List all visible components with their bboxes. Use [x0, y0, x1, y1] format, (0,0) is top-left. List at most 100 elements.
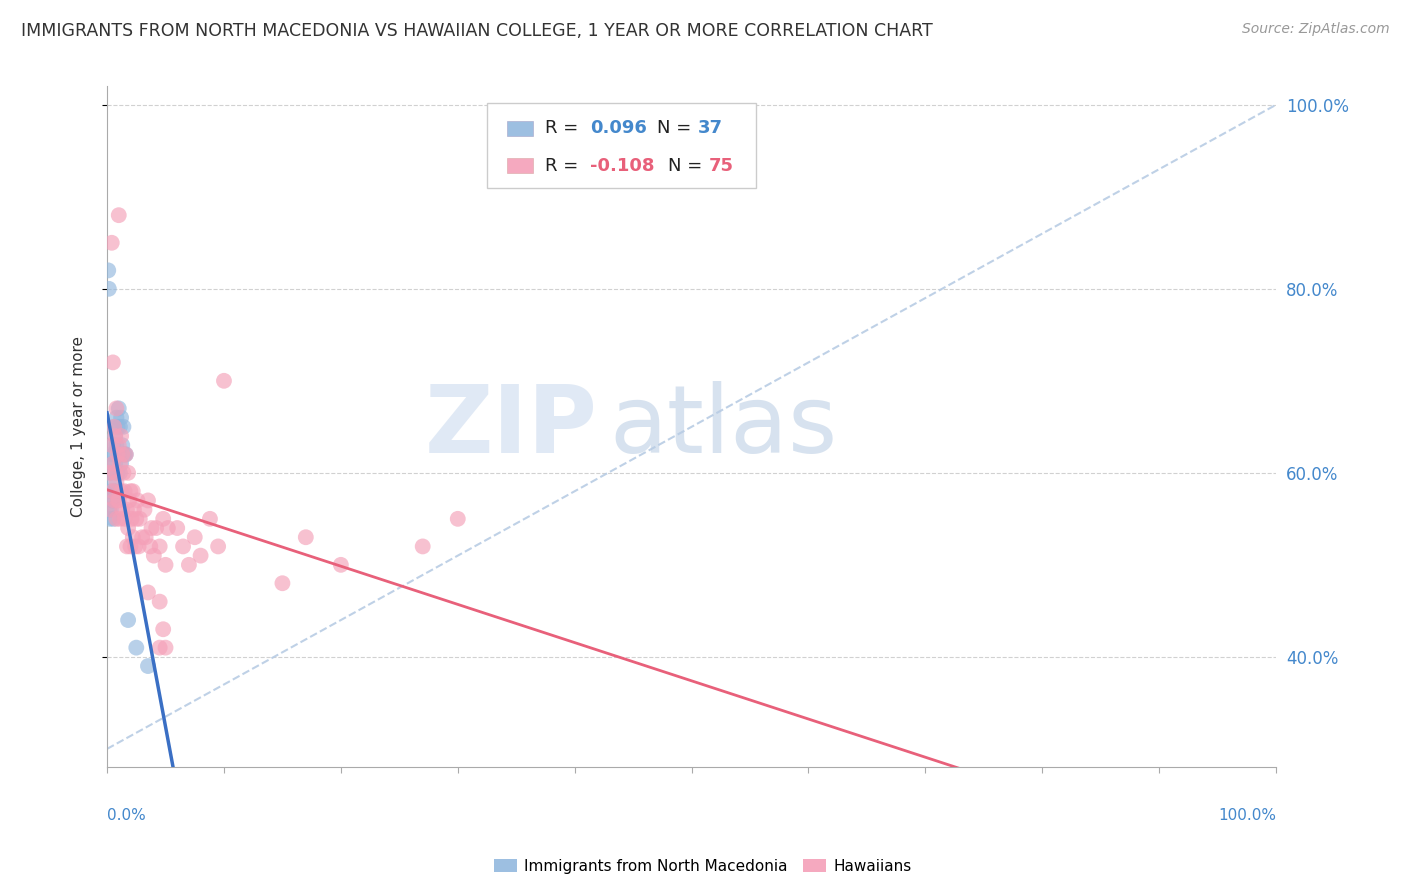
Point — [198, 512, 221, 526]
Point — [128, 512, 150, 526]
Point — [114, 447, 136, 461]
Point — [114, 484, 136, 499]
Text: N =: N = — [657, 120, 696, 137]
Point — [117, 466, 139, 480]
Point — [98, 512, 121, 526]
Text: 0.0%: 0.0% — [107, 808, 146, 823]
Point — [141, 521, 163, 535]
Point — [131, 530, 153, 544]
FancyBboxPatch shape — [486, 103, 756, 188]
Point — [104, 466, 127, 480]
Point — [125, 512, 148, 526]
Point — [101, 438, 124, 452]
Point — [114, 447, 136, 461]
Point — [107, 419, 129, 434]
Point — [100, 438, 122, 452]
Point — [166, 521, 188, 535]
Text: IMMIGRANTS FROM NORTH MACEDONIA VS HAWAIIAN COLLEGE, 1 YEAR OR MORE CORRELATION : IMMIGRANTS FROM NORTH MACEDONIA VS HAWAI… — [21, 22, 932, 40]
Text: 100.0%: 100.0% — [1218, 808, 1277, 823]
Point — [152, 512, 174, 526]
Point — [184, 530, 207, 544]
Point — [145, 521, 167, 535]
Point — [114, 447, 136, 461]
Point — [107, 208, 129, 222]
Point — [97, 263, 120, 277]
Point — [155, 640, 177, 655]
Text: R =: R = — [546, 156, 585, 175]
Text: -0.108: -0.108 — [591, 156, 654, 175]
Point — [156, 521, 179, 535]
Point — [108, 512, 131, 526]
Point — [103, 512, 125, 526]
Point — [121, 484, 143, 499]
Point — [110, 429, 132, 443]
Point — [447, 512, 470, 526]
Text: atlas: atlas — [610, 381, 838, 473]
Point — [295, 530, 318, 544]
Point — [152, 622, 174, 636]
Point — [103, 493, 125, 508]
Point — [105, 410, 128, 425]
Point — [100, 466, 122, 480]
Point — [98, 466, 121, 480]
Point — [100, 235, 122, 250]
Point — [212, 374, 235, 388]
Point — [207, 540, 229, 554]
Point — [105, 401, 128, 416]
Point — [98, 502, 121, 516]
Point — [107, 447, 129, 461]
Point — [100, 484, 122, 499]
Point — [104, 457, 127, 471]
Point — [100, 447, 122, 461]
Point — [135, 530, 157, 544]
Point — [172, 540, 194, 554]
Point — [105, 438, 128, 452]
Point — [111, 502, 134, 516]
Point — [122, 502, 145, 516]
Point — [107, 493, 129, 508]
Point — [117, 521, 139, 535]
Point — [100, 502, 122, 516]
Point — [155, 558, 177, 572]
Point — [120, 484, 142, 499]
Point — [110, 457, 132, 471]
Point — [112, 466, 135, 480]
Point — [108, 419, 131, 434]
Point — [134, 502, 156, 516]
Point — [111, 438, 134, 452]
Y-axis label: College, 1 year or more: College, 1 year or more — [72, 336, 86, 517]
Point — [108, 466, 131, 480]
Text: Source: ZipAtlas.com: Source: ZipAtlas.com — [1241, 22, 1389, 37]
Point — [97, 282, 120, 296]
Point — [104, 484, 127, 499]
Text: 75: 75 — [709, 156, 734, 175]
Point — [110, 410, 132, 425]
Point — [149, 540, 172, 554]
Text: 37: 37 — [697, 120, 723, 137]
Legend: Immigrants from North Macedonia, Hawaiians: Immigrants from North Macedonia, Hawaiia… — [488, 853, 918, 880]
Point — [190, 549, 212, 563]
Text: ZIP: ZIP — [425, 381, 598, 473]
Point — [103, 447, 125, 461]
Point — [107, 438, 129, 452]
Point — [120, 540, 142, 554]
Point — [101, 493, 124, 508]
Point — [108, 457, 131, 471]
Point — [103, 419, 125, 434]
Point — [125, 640, 148, 655]
Point — [101, 484, 124, 499]
Point — [121, 530, 143, 544]
Text: N =: N = — [668, 156, 709, 175]
Point — [114, 512, 136, 526]
Point — [105, 475, 128, 489]
Point — [128, 540, 150, 554]
Point — [136, 585, 159, 599]
Point — [103, 484, 125, 499]
Point — [107, 401, 129, 416]
Point — [412, 540, 434, 554]
Point — [107, 466, 129, 480]
Point — [111, 447, 134, 461]
Point — [136, 659, 159, 673]
Point — [101, 457, 124, 471]
Point — [149, 640, 172, 655]
